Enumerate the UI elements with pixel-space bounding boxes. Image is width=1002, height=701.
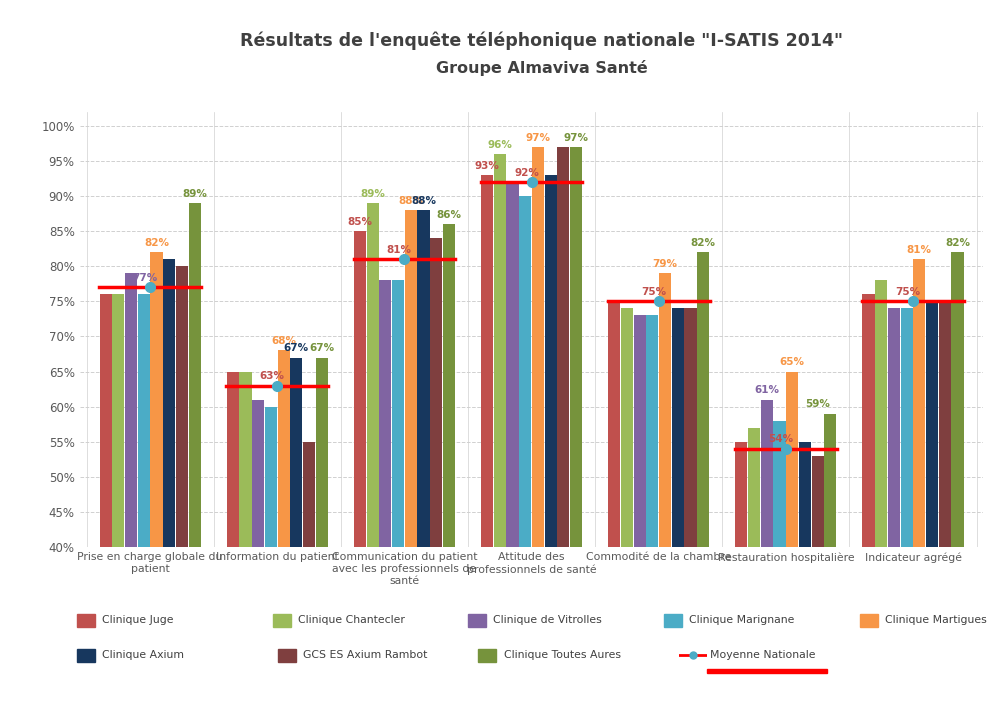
Text: 61%: 61% [754,386,779,395]
Bar [824,414,836,701]
Bar [645,315,657,701]
Text: 85%: 85% [347,217,372,227]
Text: Clinique Marignane: Clinique Marignane [688,615,794,625]
Text: Clinique Chantecler: Clinique Chantecler [298,615,405,625]
Bar [443,224,455,701]
Text: Clinique de Vitrolles: Clinique de Vitrolles [493,615,601,625]
Text: Groupe Almaviva Santé: Groupe Almaviva Santé [435,60,647,76]
Text: Résultats de l'enquête téléphonique nationale "I-SATIS 2014": Résultats de l'enquête téléphonique nati… [239,32,843,50]
Bar [112,294,124,701]
Bar [226,372,238,701]
Text: 68%: 68% [271,336,296,346]
Bar [913,259,925,701]
Bar [278,350,290,701]
Text: 96%: 96% [487,140,512,150]
Text: 81%: 81% [906,245,931,255]
Bar [607,301,619,701]
Bar [811,456,823,701]
Bar [493,154,505,701]
Text: 79%: 79% [652,259,677,269]
Bar [671,308,683,701]
Bar [303,442,315,701]
Text: 82%: 82% [944,238,969,248]
Bar [862,294,874,701]
Bar [544,175,556,701]
Bar [531,147,543,701]
Text: 65%: 65% [779,358,804,367]
Text: Clinique Toutes Aures: Clinique Toutes Aures [503,651,620,660]
Bar [239,372,252,701]
Text: 97%: 97% [525,133,550,143]
Bar [290,358,303,701]
Bar [557,147,569,701]
Bar [506,182,518,701]
Text: 54%: 54% [768,435,793,444]
Bar [747,428,760,701]
Bar [354,231,366,701]
Bar [392,280,404,701]
Bar [900,308,912,701]
Text: 97%: 97% [563,133,588,143]
Bar [265,407,277,701]
Bar [430,238,442,701]
Bar [620,308,632,701]
Bar [760,400,773,701]
Bar [252,400,264,701]
Bar [519,196,531,701]
Bar [175,266,187,701]
Text: 63%: 63% [260,372,285,381]
Bar [887,308,899,701]
Bar [875,280,887,701]
Bar [925,301,937,701]
Bar [367,203,379,701]
Text: 59%: 59% [805,400,830,409]
Bar [379,280,391,701]
Bar [799,442,811,701]
Text: 67%: 67% [309,343,334,353]
Bar [188,203,200,701]
Bar [938,301,950,701]
Bar [773,421,785,701]
Text: 88%: 88% [398,196,423,206]
Bar [99,294,111,701]
Text: 88%: 88% [411,196,436,206]
Text: 89%: 89% [182,189,206,199]
Bar [633,315,645,701]
Bar [786,372,798,701]
Bar [734,442,746,701]
Bar [683,308,695,701]
Text: Clinique Martigues: Clinique Martigues [884,615,985,625]
Text: 93%: 93% [474,161,499,171]
Text: 86%: 86% [436,210,461,220]
Bar [951,252,963,701]
Bar [405,210,417,701]
Text: 75%: 75% [895,287,920,297]
Bar [125,273,137,701]
Text: 89%: 89% [360,189,385,199]
Text: 82%: 82% [690,238,715,248]
Bar [569,147,581,701]
Text: 92%: 92% [514,168,538,178]
Bar [150,252,162,701]
Text: 75%: 75% [640,287,665,297]
Text: 82%: 82% [144,238,169,248]
Text: Moyenne Nationale: Moyenne Nationale [709,651,815,660]
Text: Clinique Axium: Clinique Axium [102,651,184,660]
Bar [137,294,149,701]
Text: 81%: 81% [387,245,412,255]
Text: 77%: 77% [132,273,157,283]
Bar [417,210,429,701]
Bar [696,252,708,701]
Text: Clinique Juge: Clinique Juge [102,615,173,625]
Bar [481,175,493,701]
Bar [658,273,670,701]
Text: 67%: 67% [284,343,309,353]
Bar [163,259,175,701]
Bar [316,358,328,701]
Text: GCS ES Axium Rambot: GCS ES Axium Rambot [303,651,427,660]
